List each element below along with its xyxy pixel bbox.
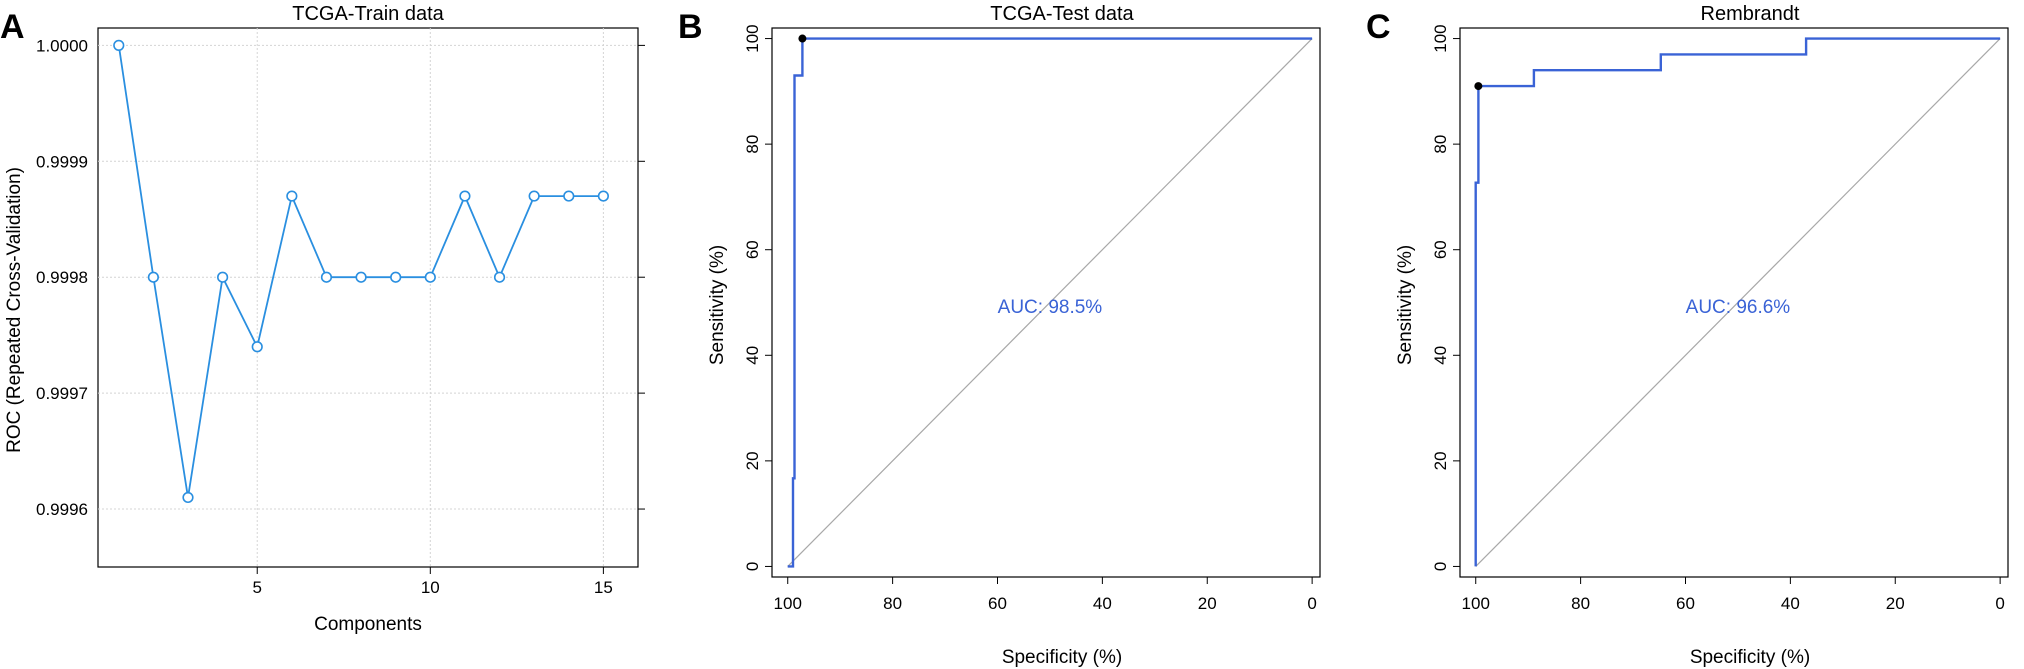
x-tick-label: 60: [988, 594, 1007, 613]
roc-curve-line: [787, 37, 1313, 568]
x-tick-label: 0: [1995, 594, 2004, 613]
panel-a-train-roc-plot: A TCGA-Train data 5 10 15 0.9996 0.9997 0.999…: [0, 3, 645, 635]
data-point-marker: [390, 271, 402, 283]
data-point-marker: [597, 190, 609, 202]
y-tick-label: 0: [1431, 562, 1450, 571]
panel-b-title: TCGA-Test data: [990, 3, 1134, 25]
data-point-marker: [217, 271, 229, 283]
x-tick-label: 20: [1886, 594, 1905, 613]
x-tick-label: 100: [1462, 594, 1490, 613]
y-tick-label: 80: [1431, 135, 1450, 154]
panel-a-letter: A: [0, 8, 25, 46]
y-tick-label: 0.9996: [36, 500, 88, 519]
y-tick-label: 0.9997: [36, 384, 88, 403]
panel-a-plot-frame: [97, 27, 639, 568]
panel-c-plot-frame: [1459, 27, 2009, 578]
panel-c-axis-ticks: 100 80 60 40 20 0 0 20 40 60 80 100: [1431, 24, 2005, 613]
data-point-marker: [459, 190, 471, 202]
y-tick-label: 0.9998: [36, 268, 88, 287]
panel-c-data-series: AUC: 96.6%: [1474, 37, 2001, 567]
panel-b-axis-ticks: 100 80 60 40 20 0 0 20 40 60 80 100: [743, 24, 1317, 613]
y-tick-label: 60: [743, 240, 762, 259]
x-tick-label: 20: [1198, 594, 1217, 613]
panel-b-data-series: AUC: 98.5%: [787, 34, 1313, 568]
x-tick-label: 5: [252, 578, 261, 597]
panel-b-plot-frame: [771, 27, 1321, 578]
x-tick-label: 40: [1093, 594, 1112, 613]
y-tick-label: 20: [743, 451, 762, 470]
panel-b-y-axis-label: Sensitivity (%): [707, 245, 728, 365]
panel-a-data-series: [113, 39, 609, 504]
x-tick-label: 0: [1307, 594, 1316, 613]
panel-c-letter: C: [1366, 8, 1391, 46]
data-point-marker: [493, 271, 506, 283]
panel-a-x-axis-label: Components: [314, 614, 422, 635]
data-point-marker: [147, 271, 159, 283]
panel-b-letter: B: [678, 8, 703, 46]
chance-diagonal-line: [1475, 38, 2001, 567]
data-point-marker: [320, 271, 333, 283]
panel-c-title: Rembrandt: [1701, 3, 1800, 25]
chance-diagonal-line: [787, 38, 1313, 567]
y-tick-label: 0: [743, 562, 762, 571]
data-point-marker: [563, 190, 575, 202]
auc-label: AUC: 96.6%: [1686, 297, 1791, 318]
x-tick-label: 60: [1676, 594, 1695, 613]
auc-label: AUC: 98.5%: [998, 297, 1103, 318]
panel-a-axis-ticks: 5 10 15 0.9996 0.9997 0.9998 0.9999 1.0000: [36, 36, 645, 597]
panel-b-x-axis-label: Specificity (%): [1002, 647, 1122, 668]
x-tick-label: 100: [774, 594, 802, 613]
y-tick-label: 40: [1431, 346, 1450, 365]
panel-a-y-axis-label: ROC (Repeated Cross-Validation): [4, 167, 25, 453]
x-tick-label: 10: [421, 578, 440, 597]
panel-c-x-axis-label: Specificity (%): [1690, 647, 1810, 668]
series-line: [117, 45, 604, 498]
y-tick-label: 0.9999: [36, 152, 88, 171]
data-point-marker: [113, 39, 125, 51]
x-tick-label: 40: [1781, 594, 1800, 613]
best-threshold-point: [798, 34, 807, 43]
panel-a-gridlines: [98, 28, 638, 567]
x-tick-label: 15: [594, 578, 613, 597]
panel-c-y-axis-label: Sensitivity (%): [1395, 245, 1416, 365]
y-tick-label: 1.0000: [36, 36, 88, 55]
panel-a-title: TCGA-Train data: [292, 3, 444, 25]
data-point-marker: [424, 271, 436, 283]
y-tick-label: 40: [743, 346, 762, 365]
data-point-marker: [286, 190, 298, 202]
data-point-marker: [355, 271, 367, 283]
x-tick-label: 80: [883, 594, 902, 613]
data-point-marker: [251, 341, 263, 353]
y-tick-label: 80: [743, 135, 762, 154]
data-point-marker: [182, 491, 194, 504]
roc-curve-line: [1474, 37, 2001, 567]
best-threshold-point: [1474, 82, 1483, 91]
data-point-marker: [528, 190, 540, 202]
y-tick-label: 100: [743, 24, 762, 52]
panel-b-test-roc-curve: B TCGA-Test data 100 80 60 40 20 002040608010…: [678, 3, 1321, 668]
y-tick-label: 60: [1431, 240, 1450, 259]
panel-c-rembrandt-roc-curve: C Rembrandt 100 80 60 40 20 0 0 20 40 60 80 100 AUC…: [1366, 3, 2009, 668]
y-tick-label: 100: [1431, 24, 1450, 52]
x-tick-label: 80: [1571, 594, 1590, 613]
y-tick-label: 20: [1431, 451, 1450, 470]
